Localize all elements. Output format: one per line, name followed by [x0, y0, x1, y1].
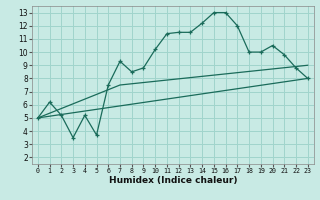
- X-axis label: Humidex (Indice chaleur): Humidex (Indice chaleur): [108, 176, 237, 185]
